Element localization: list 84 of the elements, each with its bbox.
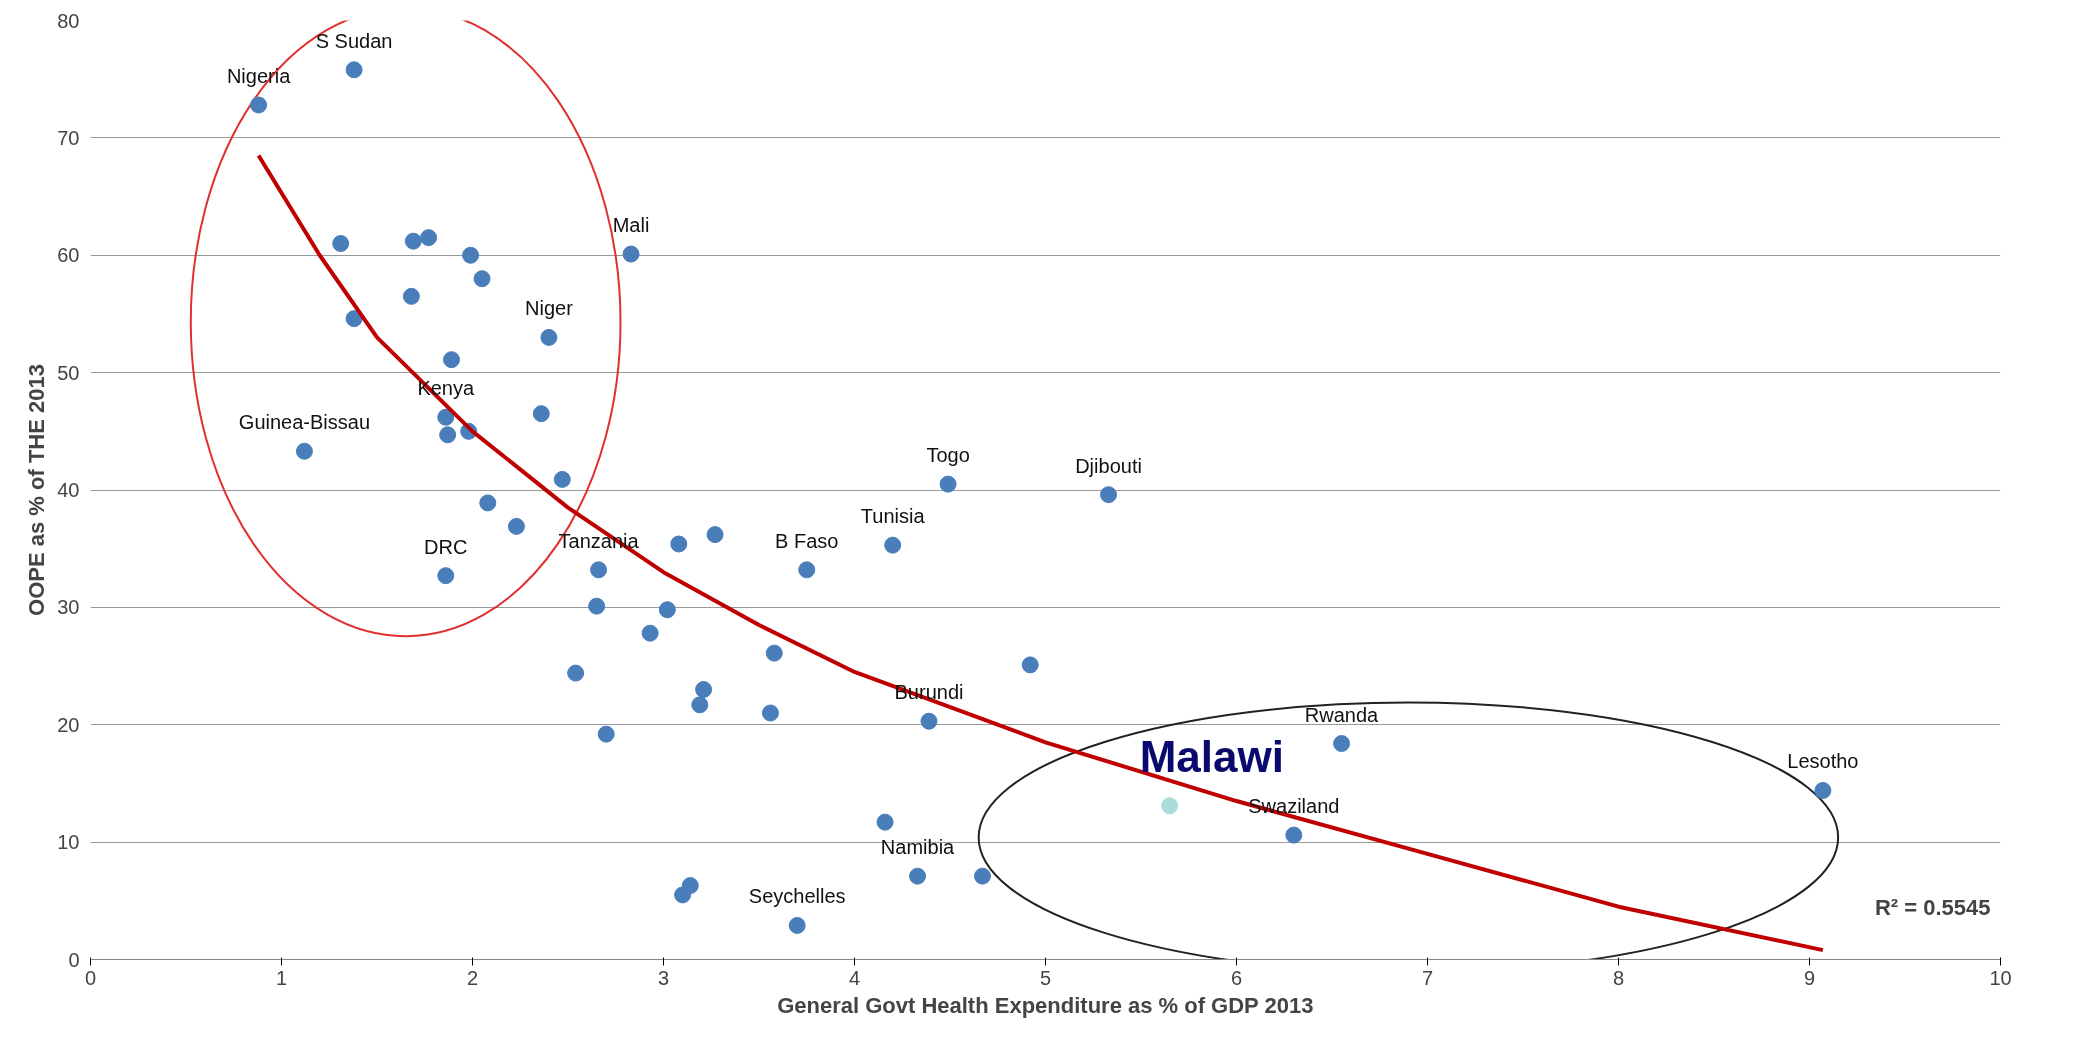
point [920,712,938,730]
y-tick-label: 50 [57,361,80,384]
point [437,408,455,426]
point [788,916,806,934]
point [439,426,457,444]
point [532,405,550,423]
point [1814,782,1832,799]
x-tick-label: 6 [1230,966,1243,989]
x-tick-label: 9 [1803,966,1816,989]
annotation: Namibia [880,836,956,859]
point [1161,797,1179,815]
point [765,644,783,662]
point [706,526,724,544]
x-tick-label: 8 [1612,966,1625,989]
point [553,470,571,488]
x-axis-title: General Govt Health Expenditure as % of GDP 2013 [777,992,1314,1018]
x-tick-label: 7 [1421,966,1434,989]
point [402,287,420,305]
point [884,536,902,554]
point [1021,656,1039,674]
point [295,442,313,460]
x-tick-label: 2 [466,966,479,989]
point [345,61,363,79]
annotation: DRC [424,535,468,558]
y-tick-label: 10 [57,831,80,854]
annotation: Rwanda [1304,703,1380,726]
annotation: R² = 0.5545 [1874,894,1991,920]
point [1285,826,1303,844]
point [622,245,640,263]
point [567,664,585,682]
point [250,96,268,114]
point [909,867,927,885]
annotation: B Faso [775,529,839,552]
point [479,494,497,512]
annotation: Tunisia [860,505,926,528]
x-tick-label: 1 [275,966,288,989]
point [540,328,558,346]
point [437,567,455,585]
point [674,886,692,904]
point [404,232,422,250]
annotation: Togo [926,444,970,467]
point [597,725,615,743]
y-tick-label: 80 [57,9,80,32]
annotation: S Sudan [315,29,393,52]
y-tick-label: 20 [57,713,80,736]
y-tick-label: 60 [57,244,80,267]
annotation: Seychelles [748,885,846,908]
annotation: Mali [612,214,650,237]
y-tick-label: 0 [68,948,80,971]
y-tick-label: 40 [57,479,80,501]
point [590,561,608,579]
x-tick-label: 10 [1989,966,2012,989]
point [588,597,606,615]
point [507,517,525,535]
x-tick-label: 0 [84,966,97,989]
point [345,310,363,328]
point [973,867,991,885]
y-axis-title: OOPE as % of THE 2013 [24,364,50,616]
point [1333,735,1351,753]
x-tick-label: 5 [1039,966,1052,989]
point [670,535,688,553]
point [332,235,350,252]
point [462,246,480,264]
y-tick-label: 30 [57,596,80,619]
point [1100,486,1118,504]
point [695,681,713,699]
point [658,601,676,619]
point [798,561,816,579]
annotation: Niger [525,297,574,320]
point [420,229,438,247]
series-label: Malawi [1139,731,1284,781]
x-tick-label: 3 [657,966,670,989]
annotation: Djibouti [1075,454,1142,477]
point [442,351,460,369]
point [473,270,491,288]
point [876,813,894,831]
annotation: Guinea-Bissau [238,411,371,434]
y-tick-label: 70 [57,126,80,149]
annotation: Lesotho [1787,750,1859,773]
point [641,624,659,642]
x-tick-label: 4 [848,966,861,989]
point [691,696,709,714]
point [761,704,779,722]
point [939,475,957,493]
